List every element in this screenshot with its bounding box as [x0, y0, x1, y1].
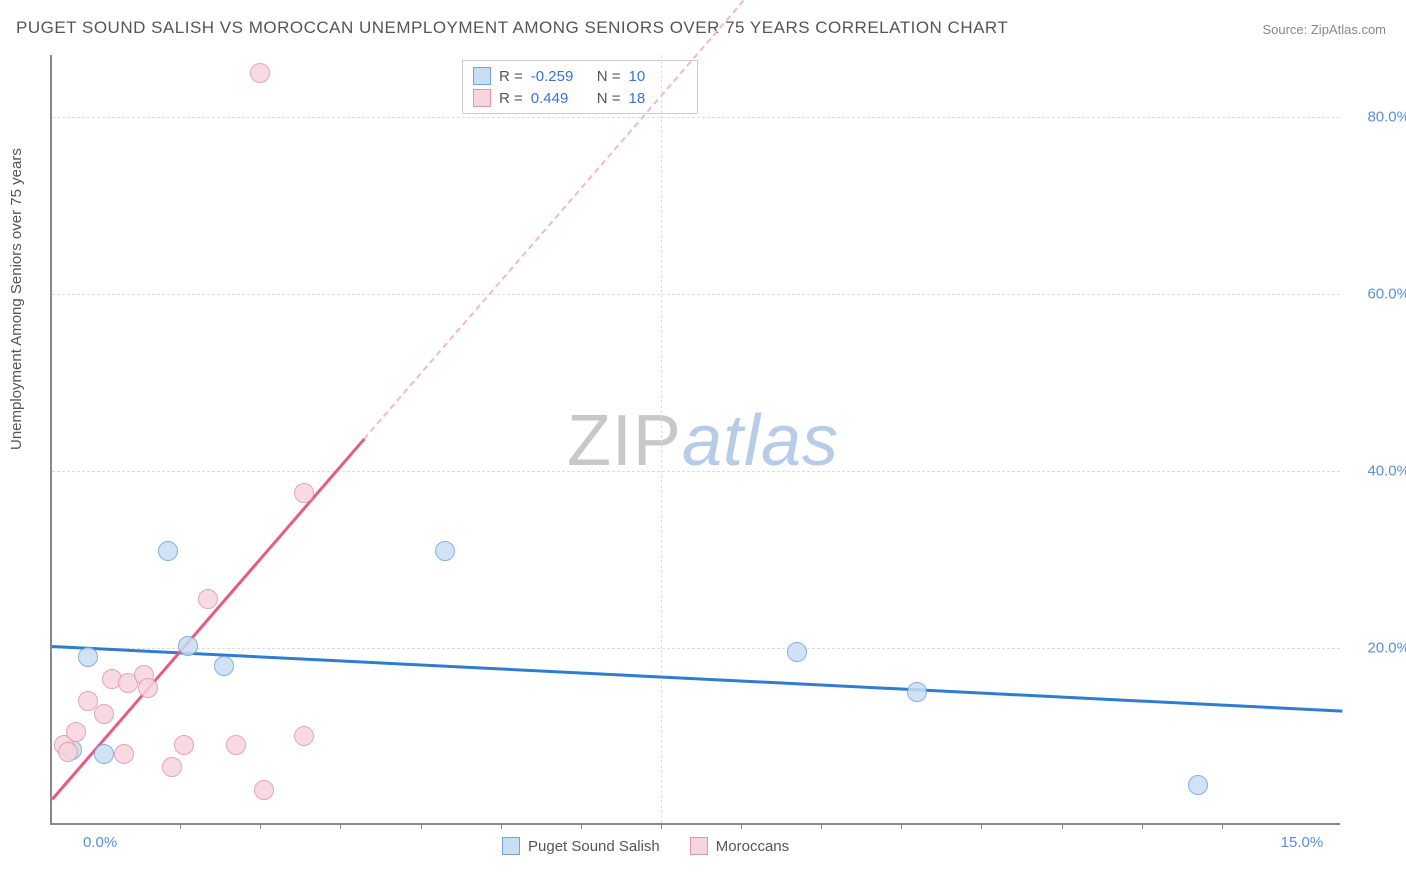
scatter-point: [158, 541, 178, 561]
legend-swatch-2: [690, 837, 708, 855]
scatter-point: [254, 780, 274, 800]
scatter-point: [294, 483, 314, 503]
x-tick-mark: [1222, 823, 1223, 829]
y-axis-label: Unemployment Among Seniors over 75 years: [8, 148, 25, 450]
scatter-point: [787, 642, 807, 662]
scatter-point: [1188, 775, 1208, 795]
gridline-vertical: [661, 55, 662, 823]
x-tick-mark: [1062, 823, 1063, 829]
y-tick-label: 60.0%: [1367, 285, 1406, 302]
r-label: R =: [499, 68, 523, 85]
plot-area: R = -0.259 N = 10 R = 0.449 N = 18 Puget…: [50, 55, 1340, 825]
swatch-series2: [473, 89, 491, 107]
scatter-point: [162, 757, 182, 777]
swatch-series1: [473, 67, 491, 85]
scatter-point: [198, 589, 218, 609]
x-tick-mark: [661, 823, 662, 829]
x-tick-mark: [421, 823, 422, 829]
y-tick-label: 80.0%: [1367, 108, 1406, 125]
x-tick-mark: [340, 823, 341, 829]
x-tick-mark: [1142, 823, 1143, 829]
x-tick-mark: [180, 823, 181, 829]
legend-label-2: Moroccans: [716, 838, 789, 855]
scatter-point: [94, 704, 114, 724]
scatter-point: [138, 678, 158, 698]
gridline-horizontal: [52, 294, 1340, 295]
stat-row: R = 0.449 N = 18: [473, 87, 687, 109]
scatter-point: [907, 682, 927, 702]
scatter-point: [78, 647, 98, 667]
scatter-point: [66, 722, 86, 742]
y-tick-label: 20.0%: [1367, 639, 1406, 656]
gridline-horizontal: [52, 648, 1340, 649]
scatter-point: [174, 735, 194, 755]
legend: Puget Sound Salish Moroccans: [502, 837, 789, 855]
scatter-point: [226, 735, 246, 755]
correlation-stat-box: R = -0.259 N = 10 R = 0.449 N = 18: [462, 60, 698, 114]
x-tick-mark: [741, 823, 742, 829]
x-tick-label: 0.0%: [83, 834, 117, 851]
scatter-point: [114, 744, 134, 764]
gridline-horizontal: [52, 471, 1340, 472]
x-tick-mark: [821, 823, 822, 829]
y-tick-label: 40.0%: [1367, 462, 1406, 479]
n-label: N =: [597, 68, 621, 85]
chart-title: PUGET SOUND SALISH VS MOROCCAN UNEMPLOYM…: [16, 18, 1008, 38]
scatter-point: [435, 541, 455, 561]
scatter-point: [250, 63, 270, 83]
scatter-point: [94, 744, 114, 764]
scatter-point: [178, 636, 198, 656]
x-tick-label: 15.0%: [1281, 834, 1324, 851]
scatter-point: [214, 656, 234, 676]
r-value-2: 0.449: [531, 90, 589, 107]
trend-line: [52, 645, 1342, 712]
legend-item-2: Moroccans: [690, 837, 789, 855]
scatter-point: [294, 726, 314, 746]
x-tick-mark: [581, 823, 582, 829]
scatter-point: [58, 742, 78, 762]
legend-item-1: Puget Sound Salish: [502, 837, 660, 855]
x-tick-mark: [981, 823, 982, 829]
source-label: Source: ZipAtlas.com: [1262, 22, 1386, 37]
legend-label-1: Puget Sound Salish: [528, 838, 660, 855]
x-tick-mark: [501, 823, 502, 829]
x-tick-mark: [901, 823, 902, 829]
legend-swatch-1: [502, 837, 520, 855]
n-label: N =: [597, 90, 621, 107]
r-label: R =: [499, 90, 523, 107]
gridline-horizontal: [52, 117, 1340, 118]
x-tick-mark: [260, 823, 261, 829]
r-value-1: -0.259: [531, 68, 589, 85]
stat-row: R = -0.259 N = 10: [473, 65, 687, 87]
